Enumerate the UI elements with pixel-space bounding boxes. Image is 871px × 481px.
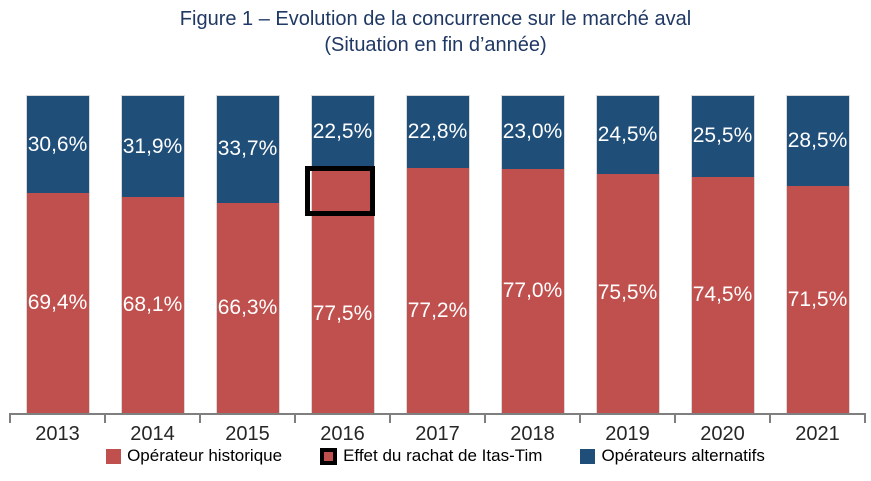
bar-segment-alternatifs-2020: 25,5% <box>691 96 754 177</box>
stacked-bar-2017: 22,8% 77,2% <box>405 95 470 413</box>
figure-title-line1: Figure 1 – Evolution de la concurrence s… <box>179 8 692 30</box>
stacked-bar-2015: 33,7% 66,3% <box>215 95 280 413</box>
bar-segment-historique-2020: 74,5% <box>691 176 754 413</box>
bar-segment-alternatifs-2016: 22,5% <box>311 96 374 168</box>
data-label-alternatifs-2021: 28,5% <box>787 129 848 153</box>
bar-segment-alternatifs-2019: 24,5% <box>596 96 659 174</box>
bar-category-2021: 28,5% 71,5% <box>770 95 865 413</box>
legend-swatch-blue-square <box>580 448 596 464</box>
data-label-alternatifs-2014: 31,9% <box>122 134 183 158</box>
x-axis-tick <box>769 413 771 423</box>
x-axis-label-2017: 2017 <box>415 423 460 445</box>
bar-segment-historique-2018: 77,0% <box>501 168 564 413</box>
bar-segment-historique-2013: 69,4% <box>26 193 89 413</box>
figure-title-line2: (Situation en fin d’année) <box>324 34 547 56</box>
data-label-historique-2016: 77,5% <box>312 302 373 326</box>
chart-plot-area: 30,6% 69,4% 31,9% 68,1% 33,7% 66,3% 22,5% 77,5%… <box>10 95 865 413</box>
bar-category-2016: 22,5% 77,5% <box>295 95 390 413</box>
bar-segment-historique-2014: 68,1% <box>121 197 184 413</box>
x-axis-tick <box>104 413 106 423</box>
figure-title: Figure 1 – Evolution de la concurrence s… <box>0 6 871 58</box>
data-label-alternatifs-2020: 25,5% <box>692 124 753 148</box>
data-label-alternatifs-2015: 33,7% <box>217 137 278 161</box>
bar-category-2019: 24,5% 75,5% <box>580 95 675 413</box>
data-label-alternatifs-2013: 30,6% <box>27 132 88 156</box>
legend-item-operateur-historique: Opérateur historique <box>106 446 282 466</box>
x-axis-tick <box>864 413 866 423</box>
legend-swatch-black-outline-square <box>320 447 338 465</box>
x-axis-tick <box>674 413 676 423</box>
data-label-historique-2013: 69,4% <box>27 290 88 314</box>
x-axis-line <box>9 413 866 423</box>
x-axis-label-2018: 2018 <box>510 423 555 445</box>
legend-item-operateurs-alternatifs: Opérateurs alternatifs <box>580 446 765 466</box>
bar-segment-historique-2015: 66,3% <box>216 202 279 413</box>
legend-label-effet-rachat-itas-tim: Effet du rachat de Itas-Tim <box>343 446 543 465</box>
itas-tim-effect-highlight-rectangle <box>305 166 375 216</box>
bar-segment-alternatifs-2021: 28,5% <box>786 96 849 187</box>
stacked-bar-2020: 25,5% 74,5% <box>690 95 755 413</box>
x-axis-label-2019: 2019 <box>605 423 650 445</box>
data-label-historique-2020: 74,5% <box>692 282 753 306</box>
bar-segment-historique-2021: 71,5% <box>786 186 849 413</box>
bar-category-2018: 23,0% 77,0% <box>485 95 580 413</box>
bar-segment-alternatifs-2015: 33,7% <box>216 96 279 203</box>
bar-segment-historique-2019: 75,5% <box>596 173 659 413</box>
stacked-bar-2013: 30,6% 69,4% <box>25 95 90 413</box>
data-label-alternatifs-2019: 24,5% <box>597 122 658 146</box>
data-label-historique-2014: 68,1% <box>122 293 183 317</box>
legend-label-operateur-historique: Opérateur historique <box>127 446 283 465</box>
bar-segment-alternatifs-2014: 31,9% <box>121 96 184 198</box>
x-axis-tick <box>294 413 296 423</box>
data-label-historique-2018: 77,0% <box>502 278 563 302</box>
bar-segment-historique-2016: 77,5% <box>311 167 374 413</box>
data-label-alternatifs-2017: 22,8% <box>407 120 468 144</box>
legend-item-effet-rachat-itas-tim: Effet du rachat de Itas-Tim <box>320 446 542 466</box>
x-axis-label-2015: 2015 <box>225 423 270 445</box>
x-axis-label-2021: 2021 <box>795 423 840 445</box>
bar-segment-historique-2017: 77,2% <box>406 168 469 413</box>
legend-label-operateurs-alternatifs: Opérateurs alternatifs <box>601 446 765 465</box>
data-label-historique-2021: 71,5% <box>787 287 848 311</box>
x-axis-label-2013: 2013 <box>35 423 80 445</box>
x-axis-labels: 2013 2014 2015 2016 2017 2018 2019 2020 2021 <box>10 423 865 447</box>
x-axis-tick <box>389 413 391 423</box>
chart-legend: Opérateur historique Effet du rachat de … <box>0 446 871 466</box>
data-label-alternatifs-2016: 22,5% <box>312 119 373 143</box>
bar-category-2015: 33,7% 66,3% <box>200 95 295 413</box>
stacked-bar-2018: 23,0% 77,0% <box>500 95 565 413</box>
stacked-bar-2014: 31,9% 68,1% <box>120 95 185 413</box>
data-label-historique-2015: 66,3% <box>217 295 278 319</box>
stacked-bar-2019: 24,5% 75,5% <box>595 95 660 413</box>
data-label-alternatifs-2018: 23,0% <box>502 120 563 144</box>
x-axis-label-2014: 2014 <box>130 423 175 445</box>
x-axis-tick <box>9 413 11 423</box>
data-label-historique-2017: 77,2% <box>407 298 468 322</box>
stacked-bar-2016: 22,5% 77,5% <box>310 95 375 413</box>
x-axis-label-2020: 2020 <box>700 423 745 445</box>
bar-category-2017: 22,8% 77,2% <box>390 95 485 413</box>
bar-category-2013: 30,6% 69,4% <box>10 95 105 413</box>
bar-segment-alternatifs-2018: 23,0% <box>501 96 564 169</box>
x-axis-tick <box>579 413 581 423</box>
bar-segment-alternatifs-2013: 30,6% <box>26 96 89 193</box>
x-axis-tick <box>199 413 201 423</box>
x-axis-label-2016: 2016 <box>320 423 365 445</box>
bar-segment-alternatifs-2017: 22,8% <box>406 96 469 169</box>
x-axis-tick <box>484 413 486 423</box>
legend-swatch-red-square <box>106 448 122 464</box>
bar-category-2014: 31,9% 68,1% <box>105 95 200 413</box>
stacked-bar-2021: 28,5% 71,5% <box>785 95 850 413</box>
bar-category-2020: 25,5% 74,5% <box>675 95 770 413</box>
data-label-historique-2019: 75,5% <box>597 281 658 305</box>
